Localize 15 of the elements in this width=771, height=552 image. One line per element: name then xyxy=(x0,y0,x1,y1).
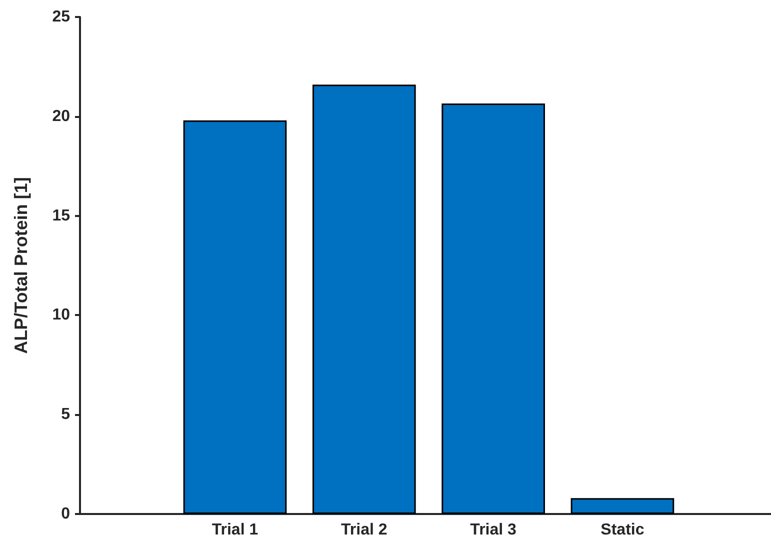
y-tick-label: 5 xyxy=(61,406,70,424)
bar xyxy=(570,498,674,514)
y-axis-title: ALP/Total Protein [1] xyxy=(11,177,31,354)
y-tick-label: 10 xyxy=(52,306,70,324)
y-tick-label: 0 xyxy=(61,506,70,522)
y-tick-label: 25 xyxy=(52,8,70,26)
bar xyxy=(442,103,545,514)
x-tick-label: Static xyxy=(600,522,644,538)
x-tick-label: Trial 2 xyxy=(341,522,388,538)
x-tick-label: Trial 1 xyxy=(212,522,258,538)
bar xyxy=(312,84,416,514)
bar xyxy=(183,120,287,514)
x-tick-label: Trial 3 xyxy=(470,522,517,538)
y-tick-label: 20 xyxy=(52,108,70,125)
y-tick-label: 15 xyxy=(52,207,70,224)
